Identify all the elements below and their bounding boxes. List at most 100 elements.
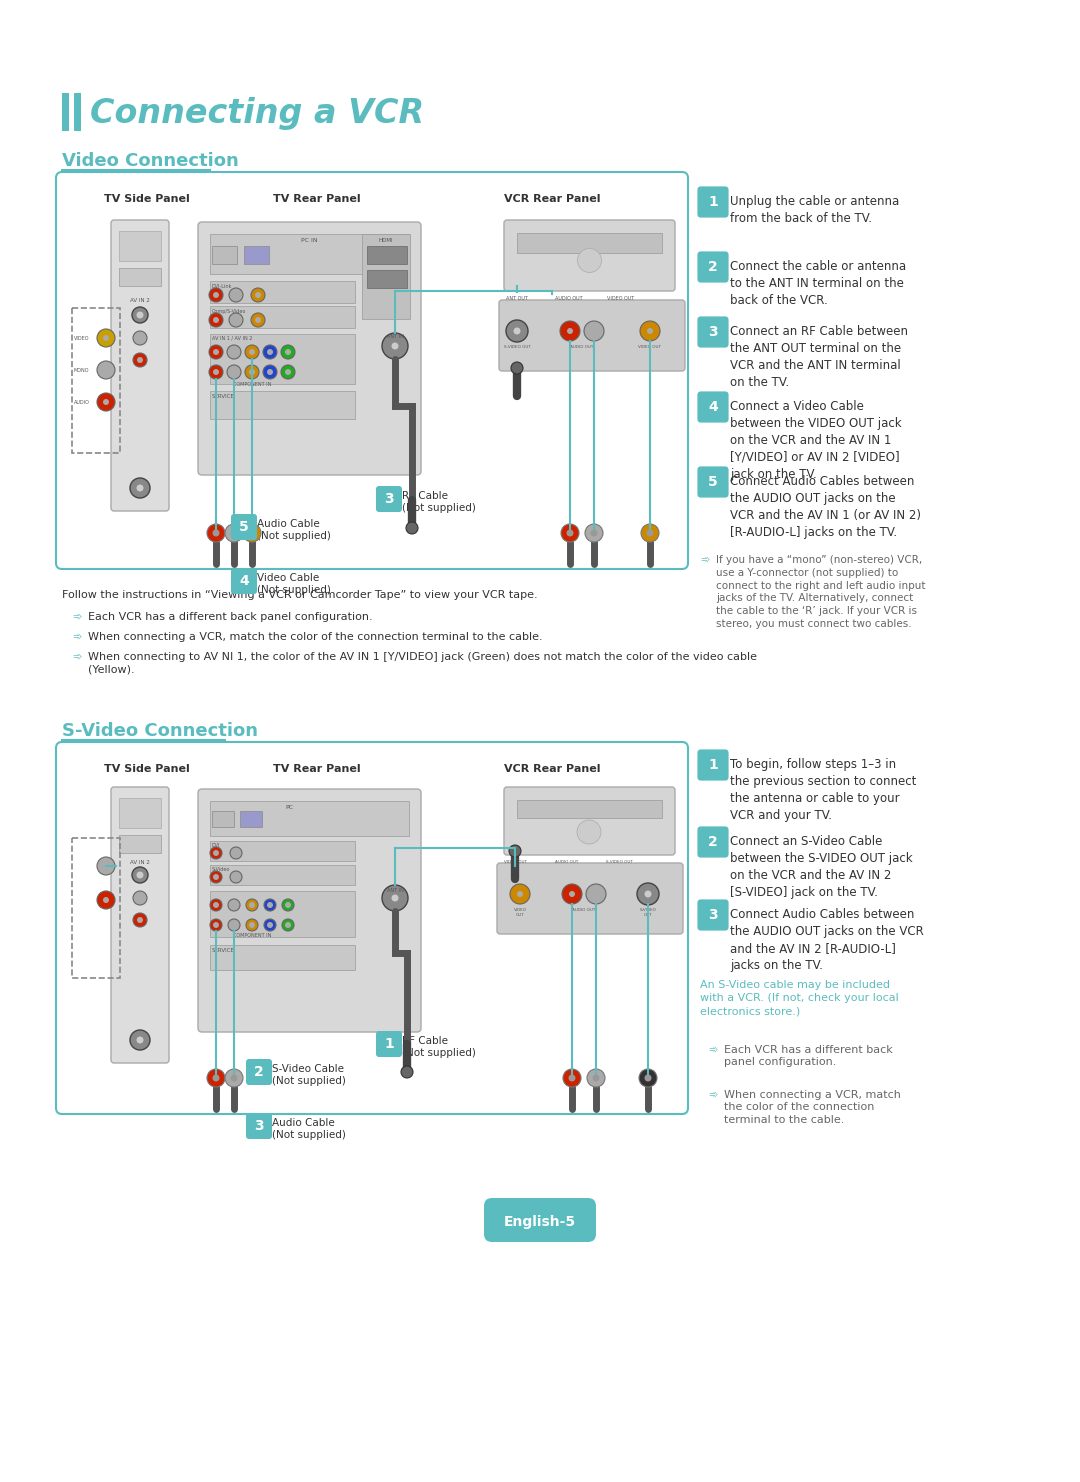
- Text: ➾: ➾: [708, 1089, 717, 1100]
- FancyBboxPatch shape: [376, 1031, 402, 1057]
- Circle shape: [562, 883, 582, 904]
- Text: ANT IN: ANT IN: [387, 333, 404, 339]
- FancyBboxPatch shape: [497, 863, 683, 934]
- Circle shape: [230, 871, 242, 883]
- Circle shape: [645, 1074, 651, 1082]
- Circle shape: [264, 365, 276, 379]
- Text: S-Video Cable
(Not supplied): S-Video Cable (Not supplied): [272, 1064, 346, 1086]
- Text: Audio Cable
(Not supplied): Audio Cable (Not supplied): [257, 519, 330, 541]
- FancyBboxPatch shape: [111, 787, 168, 1063]
- Bar: [72, 837, 120, 978]
- FancyBboxPatch shape: [698, 467, 729, 498]
- Circle shape: [230, 529, 238, 536]
- FancyBboxPatch shape: [246, 1060, 272, 1085]
- Text: AUDIO OUT: AUDIO OUT: [555, 296, 583, 301]
- Text: RF Cable
(Not supplied): RF Cable (Not supplied): [402, 491, 476, 513]
- Circle shape: [136, 1036, 144, 1043]
- Bar: [212, 811, 234, 827]
- Bar: [62, 93, 69, 130]
- FancyBboxPatch shape: [504, 219, 675, 290]
- Circle shape: [210, 871, 222, 883]
- Text: Each VCR has a different back panel configuration.: Each VCR has a different back panel conf…: [87, 612, 373, 622]
- Circle shape: [231, 369, 237, 375]
- Text: TV Rear Panel: TV Rear Panel: [273, 194, 361, 205]
- Text: 3: 3: [254, 1119, 264, 1134]
- Text: SERVICE: SERVICE: [212, 948, 234, 953]
- Text: DVI: DVI: [212, 843, 220, 848]
- Circle shape: [509, 845, 521, 857]
- Circle shape: [210, 919, 222, 931]
- Circle shape: [510, 883, 530, 904]
- Circle shape: [567, 529, 573, 536]
- Circle shape: [133, 913, 147, 928]
- Circle shape: [231, 348, 237, 356]
- Text: RF Cable
(Not supplied): RF Cable (Not supplied): [402, 1036, 476, 1058]
- Circle shape: [228, 900, 240, 911]
- Circle shape: [225, 1069, 243, 1086]
- Text: 1: 1: [384, 1037, 394, 1051]
- Bar: [119, 834, 161, 854]
- Bar: [119, 268, 161, 286]
- Circle shape: [136, 871, 144, 879]
- Text: ANT OUT: ANT OUT: [507, 296, 528, 301]
- Circle shape: [568, 1074, 576, 1082]
- Circle shape: [639, 1069, 657, 1086]
- Bar: [210, 946, 355, 971]
- Text: AV IN 1 / AV IN 2: AV IN 1 / AV IN 2: [212, 336, 253, 341]
- Circle shape: [210, 848, 222, 860]
- Circle shape: [577, 820, 600, 845]
- Circle shape: [97, 329, 114, 347]
- Text: S-VIDEO
OUT: S-VIDEO OUT: [639, 908, 657, 916]
- Circle shape: [97, 362, 114, 379]
- Text: Connect the cable or antenna
to the ANT IN terminal on the
back of the VCR.: Connect the cable or antenna to the ANT …: [730, 259, 906, 307]
- Bar: [210, 333, 355, 384]
- Circle shape: [137, 917, 143, 923]
- Bar: [240, 811, 262, 827]
- Text: 4: 4: [239, 574, 248, 588]
- Circle shape: [267, 369, 273, 375]
- Text: AV IN 2: AV IN 2: [130, 860, 150, 865]
- Circle shape: [233, 292, 239, 298]
- Text: ➾: ➾: [72, 631, 81, 642]
- Circle shape: [406, 522, 418, 534]
- Text: When connecting to AV NI 1, the color of the AV IN 1 [Y/VIDEO] jack (Green) does: When connecting to AV NI 1, the color of…: [87, 652, 757, 674]
- Circle shape: [246, 919, 258, 931]
- FancyBboxPatch shape: [484, 1197, 596, 1242]
- Circle shape: [225, 525, 243, 542]
- Circle shape: [210, 900, 222, 911]
- Bar: [210, 865, 355, 885]
- Circle shape: [230, 1074, 238, 1082]
- Text: TV Rear Panel: TV Rear Panel: [273, 765, 361, 774]
- Text: AUDIO OUT: AUDIO OUT: [555, 860, 579, 864]
- Circle shape: [267, 903, 273, 908]
- Text: ➾: ➾: [708, 1045, 717, 1055]
- Circle shape: [137, 895, 143, 901]
- Text: Connecting a VCR: Connecting a VCR: [90, 96, 424, 129]
- Circle shape: [255, 317, 261, 323]
- Text: DVI-Link: DVI-Link: [212, 285, 232, 289]
- Circle shape: [282, 919, 294, 931]
- Circle shape: [511, 362, 523, 373]
- Text: ➾: ➾: [700, 554, 710, 565]
- Text: COMPONENT IN: COMPONENT IN: [233, 382, 271, 387]
- Text: 4: 4: [708, 400, 718, 413]
- FancyBboxPatch shape: [111, 219, 168, 511]
- Text: COMPONENT IN: COMPONENT IN: [233, 934, 271, 938]
- Circle shape: [264, 919, 276, 931]
- Circle shape: [264, 345, 276, 359]
- Circle shape: [233, 851, 239, 857]
- Circle shape: [248, 529, 256, 536]
- Bar: [119, 231, 161, 261]
- Circle shape: [97, 891, 114, 908]
- Text: ANT IN: ANT IN: [387, 888, 404, 894]
- Text: 2: 2: [708, 834, 718, 849]
- Bar: [210, 282, 355, 302]
- Text: MONO: MONO: [75, 368, 90, 372]
- Text: HDMI: HDMI: [379, 239, 393, 243]
- Bar: [212, 246, 237, 264]
- Circle shape: [137, 357, 143, 363]
- Text: AUDIO OUT: AUDIO OUT: [572, 908, 596, 911]
- Circle shape: [586, 883, 606, 904]
- Circle shape: [229, 288, 243, 302]
- Circle shape: [647, 529, 653, 536]
